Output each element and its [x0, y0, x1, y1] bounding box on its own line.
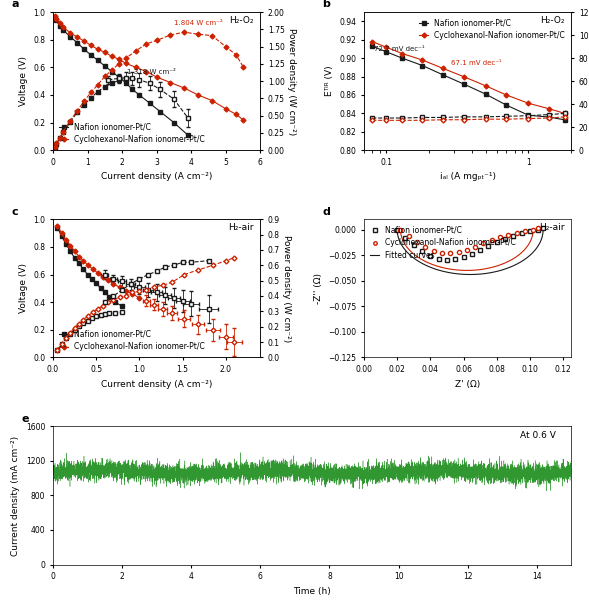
Text: H₂-air: H₂-air: [229, 223, 254, 232]
X-axis label: Z' (Ω): Z' (Ω): [455, 379, 480, 388]
Legend: Nafion ionomer-Pt/C, Cyclohexanol-Nafion ionomer-Pt/C: Nafion ionomer-Pt/C, Cyclohexanol-Nafion…: [57, 327, 207, 353]
Text: c: c: [12, 206, 18, 217]
Text: H₂-O₂: H₂-O₂: [541, 16, 565, 25]
Text: d: d: [323, 206, 330, 217]
Text: 1.318 W cm⁻²: 1.318 W cm⁻²: [127, 69, 176, 75]
Text: a: a: [12, 0, 19, 9]
Text: 1.804 W cm⁻²: 1.804 W cm⁻²: [174, 19, 223, 25]
X-axis label: Current density (A cm⁻²): Current density (A cm⁻²): [101, 172, 213, 181]
Legend: Nafion ionomer-Pt/C, Cyclohexanol-Nafion ionomer-Pt/C: Nafion ionomer-Pt/C, Cyclohexanol-Nafion…: [417, 16, 568, 42]
Y-axis label: Voltage (V): Voltage (V): [19, 56, 28, 106]
Text: H₂-air: H₂-air: [540, 223, 565, 232]
Text: 72.7 mV dec⁻¹: 72.7 mV dec⁻¹: [375, 46, 425, 52]
Legend: Nafion ionomer-Pt/C, Cyclohexanol-Nafion ionomer-Pt/C: Nafion ionomer-Pt/C, Cyclohexanol-Nafion…: [57, 120, 207, 146]
Y-axis label: -Z'' (Ω): -Z'' (Ω): [313, 273, 323, 304]
Y-axis label: Power density (W cm⁻²): Power density (W cm⁻²): [282, 235, 291, 342]
Y-axis label: Current density (mA cm⁻²): Current density (mA cm⁻²): [11, 435, 21, 555]
Text: 67.1 mV dec⁻¹: 67.1 mV dec⁻¹: [451, 59, 502, 66]
X-axis label: Current density (A cm⁻²): Current density (A cm⁻²): [101, 379, 213, 388]
X-axis label: iₐₗ (A mgₚₜ⁻¹): iₐₗ (A mgₚₜ⁻¹): [439, 172, 496, 181]
Text: At 0.6 V: At 0.6 V: [520, 430, 556, 439]
Y-axis label: Power density (W cm⁻²): Power density (W cm⁻²): [287, 27, 296, 135]
Y-axis label: Eᵀᴵᴿ (V): Eᵀᴵᴿ (V): [325, 66, 334, 97]
X-axis label: Time (h): Time (h): [293, 587, 331, 595]
Text: H₂-O₂: H₂-O₂: [230, 16, 254, 25]
Legend: Nafion ionomer-Pt/C, Cyclohexanol-Nafion ionomer-Pt/C, Fitted curves: Nafion ionomer-Pt/C, Cyclohexanol-Nafion…: [368, 223, 518, 262]
Text: e: e: [22, 413, 29, 424]
Y-axis label: Voltage (V): Voltage (V): [19, 263, 28, 313]
Text: b: b: [323, 0, 330, 9]
